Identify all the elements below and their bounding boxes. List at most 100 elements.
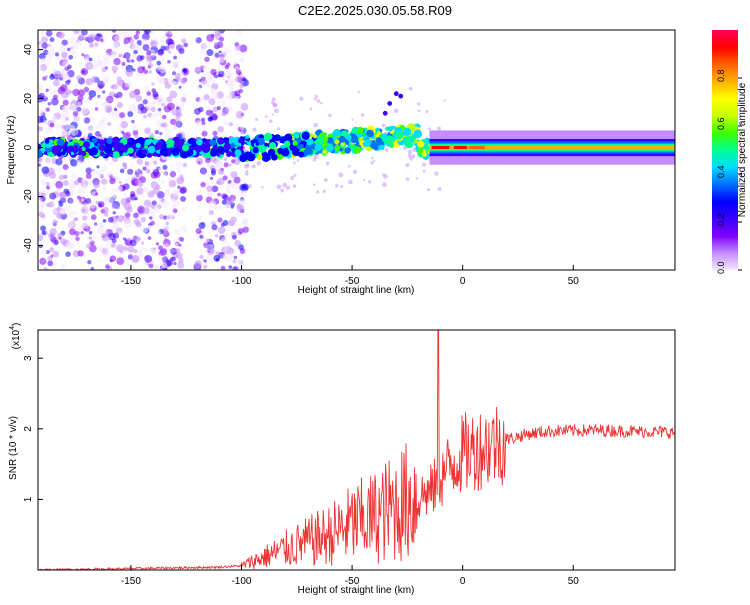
heatmap-cell (201, 144, 211, 153)
y-tick-label: 0 (23, 144, 34, 150)
heatmap-cell (38, 163, 41, 167)
heatmap-cell (273, 108, 279, 114)
heatmap-cell (121, 215, 125, 219)
heatmap-cell (196, 194, 203, 202)
heatmap-cell (235, 44, 242, 51)
snr-series-line (38, 330, 675, 570)
heatmap-cell (90, 267, 95, 270)
colorbar-tick-label: 0.4 (716, 165, 726, 178)
heatmap-cell (197, 215, 203, 221)
heatmap-cell (154, 129, 159, 135)
heatmap-cell (393, 91, 399, 97)
heatmap-cell (150, 248, 157, 255)
snr-frame (37, 329, 676, 571)
heatmap-cell (333, 128, 341, 137)
heatmap-cell (217, 137, 225, 145)
heatmap-cell (126, 235, 132, 241)
heatmap-cell (234, 77, 241, 83)
heatmap-cell (127, 254, 134, 260)
spectrogram-panel: -150 -100 -50 0 50 -40 -20 0 20 40 Height of str… (6, 29, 676, 296)
heatmap-cell (183, 42, 189, 48)
heatmap-cell (48, 87, 53, 92)
heatmap-cell (133, 49, 138, 55)
heatmap-cell (62, 179, 69, 186)
heatmap-cell (82, 206, 89, 213)
heatmap-cell (118, 52, 125, 58)
heatmap-cell (384, 148, 389, 152)
heatmap-cell (111, 65, 118, 72)
heatmap-cell (177, 185, 181, 189)
heatmap-cell (174, 102, 178, 106)
heatmap-cell (313, 183, 316, 186)
heatmap-cell (181, 38, 187, 44)
heatmap-cell (162, 164, 168, 170)
heatmap-cell (340, 185, 344, 189)
heatmap-cell (411, 154, 416, 158)
heatmap-cell (122, 237, 127, 241)
heatmap-cell (239, 126, 245, 131)
heatmap-cell (170, 197, 175, 202)
heatmap-cell (173, 141, 180, 148)
heatmap-cell (426, 188, 431, 192)
heatmap-cell (234, 90, 241, 97)
heatmap-cell (142, 186, 150, 194)
heatmap-cell (233, 176, 241, 184)
heatmap-cell (98, 139, 105, 145)
heatmap-cell (102, 78, 108, 85)
heatmap-cell (96, 165, 100, 169)
heatmap-cell (135, 221, 142, 228)
heatmap-cell (269, 142, 277, 150)
heatmap-cell (73, 180, 80, 186)
heatmap-cell (117, 142, 124, 149)
heatmap-cell (313, 122, 318, 128)
heatmap-cell (80, 68, 89, 76)
heatmap-cell (215, 257, 220, 262)
heatmap-cell (107, 121, 112, 127)
heatmap-cell (97, 200, 105, 208)
heatmap-cell (95, 87, 102, 94)
heatmap-cell (38, 211, 45, 218)
x-tick-label: 50 (568, 276, 580, 287)
heatmap-cell (81, 178, 87, 183)
heatmap-cell (95, 101, 100, 105)
heatmap-cell (87, 34, 96, 42)
heatmap-cell (322, 136, 329, 142)
heatmap-cell (38, 41, 42, 45)
heatmap-cell (81, 53, 85, 57)
heatmap-cell (88, 42, 95, 49)
heatmap-cell (41, 36, 49, 44)
heatmap-cell (149, 55, 154, 61)
heatmap-cell (200, 78, 207, 85)
heatmap-cell (87, 179, 93, 185)
heatmap-cell (111, 203, 117, 209)
heatmap-cell (43, 151, 48, 155)
x-tick-label: -50 (345, 576, 360, 587)
heatmap-cell (39, 30, 47, 38)
heatmap-cell (421, 162, 427, 167)
heatmap-cell (84, 97, 90, 104)
heatmap-cell (231, 195, 237, 200)
heatmap-cell (347, 179, 353, 185)
heatmap-cell (94, 107, 99, 111)
heatmap-cell (60, 263, 66, 270)
heatmap-cell (232, 266, 238, 270)
heatmap-cell (245, 134, 250, 139)
heatmap-cell (81, 30, 88, 36)
heatmap-cell (223, 46, 231, 54)
heatmap-cell (163, 49, 167, 53)
heatmap-cell (283, 140, 291, 148)
heatmap-cell (112, 188, 118, 193)
heatmap-cell (205, 243, 214, 252)
heatmap-cell (58, 191, 66, 199)
heatmap-cell (147, 145, 156, 154)
colorbar: 0.0 0.2 0.4 0.6 0.8 Normalized spectral ampl… (712, 30, 748, 274)
heatmap-cell (133, 34, 139, 40)
heatmap-cell (70, 174, 76, 180)
heatmap-cell (127, 139, 132, 143)
heatmap-cell (232, 60, 238, 66)
snr-y-scale-exponent: 4 (9, 326, 16, 330)
heatmap-cell (110, 242, 116, 248)
heatmap-cell (198, 97, 205, 104)
spectrogram-x-ticks: -150 -100 -50 0 50 (121, 265, 579, 287)
heatmap-cell (172, 208, 178, 214)
